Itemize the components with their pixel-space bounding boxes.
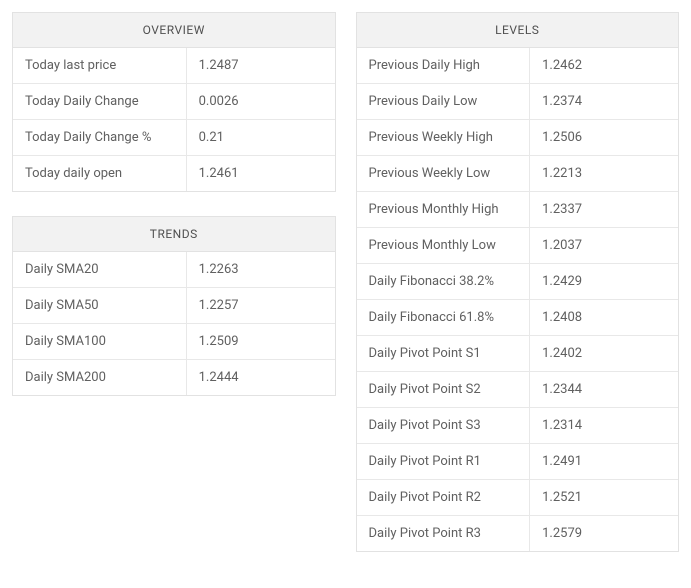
table-row: Daily Fibonacci 38.2%1.2429	[357, 264, 679, 300]
row-label: Previous Monthly Low	[357, 228, 531, 263]
row-label: Today Daily Change %	[13, 120, 187, 155]
table-row: Today last price1.2487	[13, 48, 335, 84]
table-row: Today Daily Change0.0026	[13, 84, 335, 120]
table-row: Today daily open1.2461	[13, 156, 335, 191]
row-label: Daily SMA50	[13, 288, 187, 323]
left-column: OVERVIEW Today last price1.2487Today Dai…	[12, 12, 336, 420]
row-label: Daily Pivot Point R3	[357, 516, 531, 551]
table-row: Daily SMA2001.2444	[13, 360, 335, 395]
table-row: Daily Pivot Point S21.2344	[357, 372, 679, 408]
overview-panel: OVERVIEW Today last price1.2487Today Dai…	[12, 12, 336, 192]
row-value: 1.2429	[530, 264, 678, 299]
row-value: 1.2037	[530, 228, 678, 263]
table-row: Previous Weekly Low1.2213	[357, 156, 679, 192]
trends-panel: TRENDS Daily SMA201.2263Daily SMA501.225…	[12, 216, 336, 396]
row-value: 1.2491	[530, 444, 678, 479]
overview-title: OVERVIEW	[13, 13, 335, 48]
row-value: 1.2402	[530, 336, 678, 371]
row-label: Today daily open	[13, 156, 187, 191]
row-value: 1.2444	[187, 360, 335, 395]
table-row: Daily Pivot Point R11.2491	[357, 444, 679, 480]
row-value: 1.2579	[530, 516, 678, 551]
row-value: 0.0026	[187, 84, 335, 119]
row-label: Previous Daily High	[357, 48, 531, 83]
levels-title: LEVELS	[357, 13, 679, 48]
row-value: 1.2506	[530, 120, 678, 155]
row-value: 1.2408	[530, 300, 678, 335]
row-label: Daily Pivot Point S3	[357, 408, 531, 443]
trends-body: Daily SMA201.2263Daily SMA501.2257Daily …	[13, 252, 335, 395]
row-label: Previous Weekly Low	[357, 156, 531, 191]
layout: OVERVIEW Today last price1.2487Today Dai…	[12, 12, 679, 576]
row-label: Previous Monthly High	[357, 192, 531, 227]
row-label: Daily Pivot Point R1	[357, 444, 531, 479]
row-value: 1.2462	[530, 48, 678, 83]
row-label: Today Daily Change	[13, 84, 187, 119]
row-label: Daily Fibonacci 38.2%	[357, 264, 531, 299]
row-value: 1.2314	[530, 408, 678, 443]
row-label: Previous Weekly High	[357, 120, 531, 155]
row-label: Daily Pivot Point S2	[357, 372, 531, 407]
row-value: 1.2509	[187, 324, 335, 359]
table-row: Daily Pivot Point R31.2579	[357, 516, 679, 551]
table-row: Daily Pivot Point S11.2402	[357, 336, 679, 372]
levels-body: Previous Daily High1.2462Previous Daily …	[357, 48, 679, 551]
row-value: 1.2257	[187, 288, 335, 323]
table-row: Daily SMA201.2263	[13, 252, 335, 288]
row-label: Daily SMA20	[13, 252, 187, 287]
row-label: Daily Pivot Point S1	[357, 336, 531, 371]
row-value: 1.2337	[530, 192, 678, 227]
row-label: Daily Fibonacci 61.8%	[357, 300, 531, 335]
row-value: 1.2374	[530, 84, 678, 119]
row-value: 0.21	[187, 120, 335, 155]
table-row: Previous Daily High1.2462	[357, 48, 679, 84]
table-row: Daily SMA501.2257	[13, 288, 335, 324]
table-row: Previous Monthly Low1.2037	[357, 228, 679, 264]
row-label: Today last price	[13, 48, 187, 83]
row-value: 1.2487	[187, 48, 335, 83]
row-value: 1.2213	[530, 156, 678, 191]
row-label: Daily Pivot Point R2	[357, 480, 531, 515]
row-value: 1.2461	[187, 156, 335, 191]
row-value: 1.2263	[187, 252, 335, 287]
table-row: Previous Daily Low1.2374	[357, 84, 679, 120]
table-row: Daily SMA1001.2509	[13, 324, 335, 360]
row-label: Daily SMA200	[13, 360, 187, 395]
right-column: LEVELS Previous Daily High1.2462Previous…	[356, 12, 680, 576]
table-row: Daily Pivot Point R21.2521	[357, 480, 679, 516]
trends-title: TRENDS	[13, 217, 335, 252]
table-row: Daily Pivot Point S31.2314	[357, 408, 679, 444]
row-value: 1.2521	[530, 480, 678, 515]
table-row: Previous Monthly High1.2337	[357, 192, 679, 228]
row-value: 1.2344	[530, 372, 678, 407]
table-row: Daily Fibonacci 61.8%1.2408	[357, 300, 679, 336]
overview-body: Today last price1.2487Today Daily Change…	[13, 48, 335, 191]
table-row: Previous Weekly High1.2506	[357, 120, 679, 156]
levels-panel: LEVELS Previous Daily High1.2462Previous…	[356, 12, 680, 552]
table-row: Today Daily Change %0.21	[13, 120, 335, 156]
row-label: Daily SMA100	[13, 324, 187, 359]
row-label: Previous Daily Low	[357, 84, 531, 119]
